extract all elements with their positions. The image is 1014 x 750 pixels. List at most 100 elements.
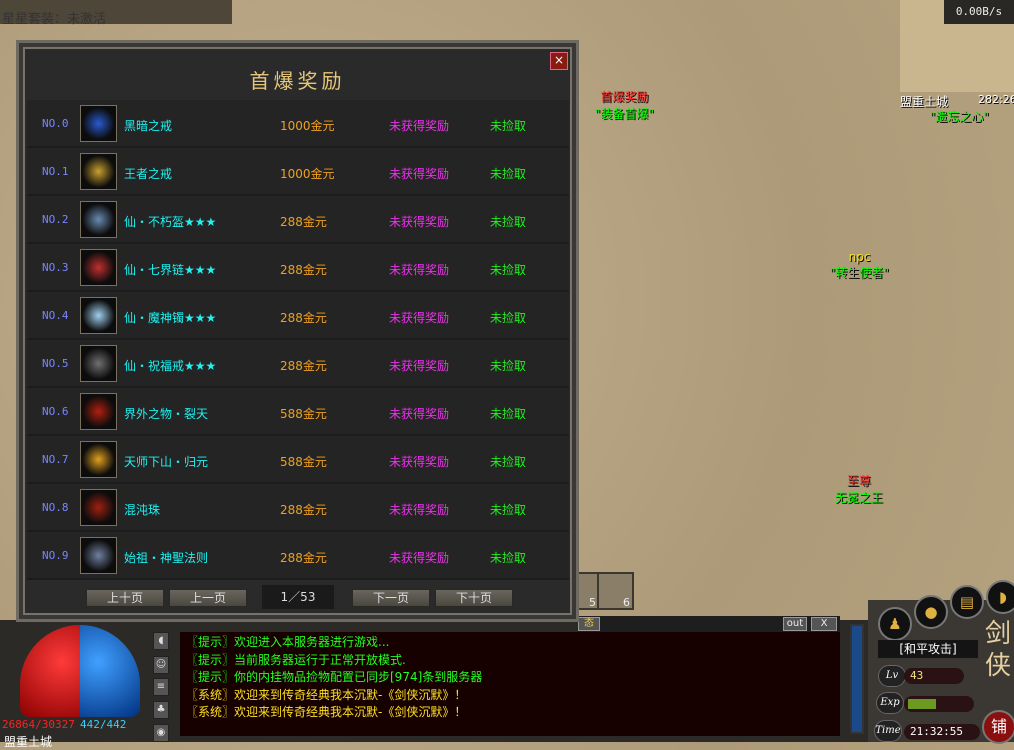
row-number: NO.4 [42, 309, 69, 322]
item-name: 混沌珠 [124, 503, 161, 517]
chaos-orb-icon[interactable] [80, 489, 117, 526]
next-page-button[interactable]: 下一页 [352, 589, 430, 607]
necklace-icon[interactable] [80, 249, 117, 286]
chat-scrollbar[interactable] [850, 624, 864, 734]
crystal-icon[interactable] [80, 537, 117, 574]
first-ten-pages-button[interactable]: 上十页 [86, 589, 164, 607]
pickup-status: 未捡取 [490, 503, 527, 517]
reward-row[interactable]: NO.1 王者之戒 1000金元 未获得奖励 未捡取 [27, 148, 569, 196]
time-label: Time [874, 720, 902, 742]
hp-value: 26864/30327 [2, 718, 75, 731]
reward-status: 未获得奖励 [389, 407, 450, 421]
item-price: 588金元 [280, 455, 327, 469]
pickup-status: 未捡取 [490, 215, 527, 229]
reward-status: 未获得奖励 [389, 311, 450, 325]
exp-bar [904, 696, 974, 712]
item-price: 288金元 [280, 503, 327, 517]
item-name: 仙・魔神镯★★★ [124, 311, 217, 325]
reward-row[interactable]: NO.9 始祖・神聖法则 288金元 未获得奖励 未捡取 [27, 532, 569, 580]
item-price: 1000金元 [280, 119, 335, 133]
blessing-ring-icon[interactable] [80, 345, 117, 382]
item-name: 天师下山・归元 [124, 455, 209, 469]
reward-row[interactable]: NO.7 天师下山・归元 588金元 未获得奖励 未捡取 [27, 436, 569, 484]
scroll-icon[interactable]: ▤ [950, 585, 984, 619]
item-price: 1000金元 [280, 167, 335, 181]
helmet-icon[interactable] [80, 201, 117, 238]
prev-page-button[interactable]: 上一页 [169, 589, 247, 607]
close-button[interactable]: × [550, 52, 568, 70]
chat-close-button[interactable]: X [811, 617, 837, 631]
pickup-status: 未捡取 [490, 167, 527, 181]
reward-status: 未获得奖励 [389, 455, 450, 469]
reward-status: 未获得奖励 [389, 263, 450, 277]
npc-rebirth[interactable]: npc "转生使者" [830, 250, 890, 280]
reward-row[interactable]: NO.0 黑暗之戒 1000金元 未获得奖励 未捡取 [27, 100, 569, 148]
quickbar-slot-6[interactable]: 6 [597, 572, 634, 610]
attack-mode[interactable]: [和平攻击] [878, 640, 978, 658]
pickup-status: 未捡取 [490, 455, 527, 469]
first-drop-reward-dialog: 首爆奖励 × NO.0 黑暗之戒 1000金元 未获得奖励 未捡取 NO.1 王者… [16, 40, 579, 622]
level-value: 43 [904, 668, 964, 684]
mp-value: 442/442 [80, 718, 127, 731]
reward-row[interactable]: NO.3 仙・七界链★★★ 288金元 未获得奖励 未捡取 [27, 244, 569, 292]
reward-row[interactable]: NO.4 仙・魔神镯★★★ 288金元 未获得奖励 未捡取 [27, 292, 569, 340]
item-name: 仙・不朽盔★★★ [124, 215, 217, 229]
shop-button[interactable]: 铺 [982, 710, 1014, 744]
chat-tabbar: 态 out X [578, 616, 840, 632]
pickup-status: 未捡取 [490, 263, 527, 277]
reward-row[interactable]: NO.6 界外之物・裂天 588金元 未获得奖励 未捡取 [27, 388, 569, 436]
chat-message: 〖提示〗你的内挂物品捡物配置已同步[974]条到服务器 [186, 670, 483, 684]
level-label: Lv [878, 665, 906, 687]
item-price: 288金元 [280, 215, 327, 229]
item-name: 始祖・神聖法则 [124, 551, 209, 565]
game-time: 21:32:55 [904, 724, 980, 740]
character-icon[interactable]: ♟ [878, 607, 912, 641]
reward-status: 未获得奖励 [389, 215, 450, 229]
reward-row[interactable]: NO.2 仙・不朽盔★★★ 288金元 未获得奖励 未捡取 [27, 196, 569, 244]
pager: 上十页 上一页 1／53 下一页 下十页 [19, 585, 576, 611]
chat-icon[interactable]: ≡ [153, 678, 169, 696]
npc-forget-heart[interactable]: "遗忘之心" [930, 110, 990, 124]
item-name: 仙・七界链★★★ [124, 263, 217, 277]
row-number: NO.5 [42, 357, 69, 370]
item-name: 王者之戒 [124, 167, 173, 181]
hp-mp-orb [20, 625, 140, 717]
dark-ring-icon[interactable] [80, 105, 117, 142]
row-number: NO.3 [42, 261, 69, 274]
npc-king[interactable]: 至尊 无冕之王 [835, 474, 884, 505]
broadcast-icon[interactable]: ◉ [153, 724, 169, 742]
row-number: NO.7 [42, 453, 69, 466]
top-status-bar: 星星套装：未激活 [0, 0, 232, 27]
reward-status: 未获得奖励 [389, 551, 450, 565]
item-name: 仙・祝福戒★★★ [124, 359, 217, 373]
group-icon[interactable]: ♣ [153, 701, 169, 719]
item-price: 288金元 [280, 551, 327, 565]
game-logo: 剑侠 [985, 619, 1012, 681]
face-icon[interactable]: ☺ [153, 656, 169, 674]
chat-message: 〖系统〗欢迎来到传奇经典我本沉默-《剑侠沉默》！ [186, 705, 467, 719]
chat-message: 〖提示〗欢迎进入本服务器进行游戏... [186, 635, 390, 649]
pickup-status: 未捡取 [490, 311, 527, 325]
item-price: 288金元 [280, 311, 327, 325]
item-name: 黑暗之戒 [124, 119, 173, 133]
row-number: NO.8 [42, 501, 69, 514]
chat-tab-status[interactable]: 态 [578, 617, 600, 631]
reward-row[interactable]: NO.8 混沌珠 288金元 未获得奖励 未捡取 [27, 484, 569, 532]
pickup-status: 未捡取 [490, 551, 527, 565]
bracelet-icon[interactable] [80, 297, 117, 334]
reward-status: 未获得奖励 [389, 167, 450, 181]
sound-icon[interactable]: ◖ [153, 632, 169, 650]
chat-log: 〖提示〗欢迎进入本服务器进行游戏... 〖提示〗当前服务器运行于正常开放模式. 〖提… [180, 632, 840, 736]
minimap[interactable]: 0.00B/s [900, 0, 1014, 92]
reward-status: 未获得奖励 [389, 359, 450, 373]
last-ten-pages-button[interactable]: 下十页 [435, 589, 513, 607]
wings-icon[interactable] [80, 441, 117, 478]
volume-icon[interactable]: ◗ [986, 580, 1014, 614]
chat-out-button[interactable]: out [783, 617, 807, 631]
reward-row[interactable]: NO.5 仙・祝福戒★★★ 288金元 未获得奖励 未捡取 [27, 340, 569, 388]
map-location: 盟重土城 [900, 95, 949, 109]
bag-icon[interactable]: ● [914, 595, 948, 629]
king-ring-icon[interactable] [80, 153, 117, 190]
npc-first-drop[interactable]: 首爆奖励 "装备首爆" [595, 90, 655, 121]
blade-icon[interactable] [80, 393, 117, 430]
